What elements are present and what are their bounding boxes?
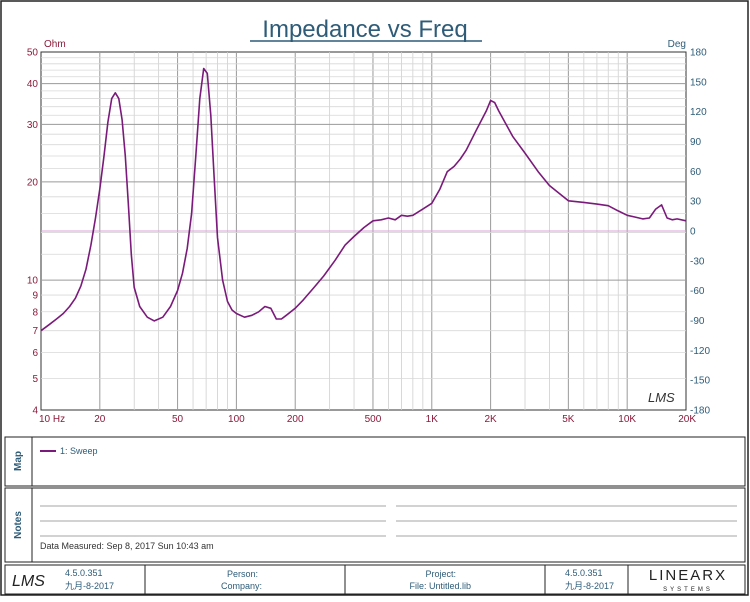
x-tick-label: 200: [287, 414, 304, 425]
footer-date-left: 九月-8-2017: [65, 581, 114, 591]
y-tick-label: 50: [27, 48, 39, 59]
y2-tick-label: 90: [690, 137, 702, 148]
map-label: Map: [13, 451, 24, 471]
y2-tick-label: 120: [690, 107, 707, 118]
right-axis-unit: Deg: [668, 39, 686, 50]
y2-tick-label: -120: [690, 346, 710, 357]
y-tick-label: 5: [32, 374, 38, 385]
x-tick-label: 20: [94, 414, 106, 425]
x-tick-label: 100: [228, 414, 245, 425]
data-measured: Data Measured: Sep 8, 2017 Sun 10:43 am: [40, 541, 214, 551]
y2-tick-label: 60: [690, 167, 702, 178]
y2-tick-label: -90: [690, 316, 705, 327]
left-axis-unit: Ohm: [44, 39, 66, 50]
footer-company-label: Company:: [221, 581, 262, 591]
y-tick-label: 10: [27, 276, 39, 287]
x-tick-label: 2K: [484, 414, 497, 425]
y-tick-label: 20: [27, 177, 39, 188]
footer-bar: [4, 564, 746, 595]
series-group: [40, 67, 687, 332]
y2-tick-label: -150: [690, 376, 710, 387]
map-panel: [4, 436, 746, 487]
y2-tick-label: -180: [690, 406, 710, 417]
series-line-0: [40, 67, 687, 332]
x-tick-label: 10K: [618, 414, 636, 425]
tick-labels: 10 Hz 20 50 100 200 500 1K 2K 5K 10K 20K4567891020…: [27, 48, 711, 426]
footer-version-right: 4.5.0.351: [565, 568, 603, 578]
footer-person-label: Person:: [227, 569, 258, 579]
x-tick-label: 1K: [426, 414, 439, 425]
footer-project-label: Project:: [425, 569, 456, 579]
note-lines[interactable]: [40, 505, 737, 537]
notes-label: Notes: [13, 511, 24, 539]
linearx-logo: LINEARX: [649, 567, 727, 584]
y2-tick-label: 150: [690, 77, 707, 88]
x-tick-label: 500: [365, 414, 382, 425]
y2-tick-label: -60: [690, 286, 705, 297]
y-tick-label: 4: [32, 406, 38, 417]
y-tick-label: 40: [27, 79, 39, 90]
y-tick-label: 8: [32, 307, 38, 318]
chart-title: Impedance vs Freq: [262, 16, 467, 43]
x-tick-label: 5K: [562, 414, 575, 425]
y-tick-label: 30: [27, 120, 39, 131]
footer-date-right: 九月-8-2017: [565, 581, 614, 591]
footer-file-label: File: Untitled.lib: [409, 581, 471, 591]
y2-tick-label: 0: [690, 227, 696, 238]
lms-logo: LMS: [12, 573, 45, 590]
y2-tick-label: 180: [690, 48, 707, 59]
footer-version-left: 4.5.0.351: [65, 568, 103, 578]
linearx-subtitle: SYSTEMS: [663, 587, 713, 593]
y-tick-label: 9: [32, 291, 38, 302]
x-tick-label: 20K: [678, 414, 696, 425]
x-tick-label: 50: [172, 414, 184, 425]
y2-tick-label: 30: [690, 197, 702, 208]
notes-panel: [4, 487, 746, 563]
x-tick-label: 10 Hz: [39, 414, 65, 425]
y2-tick-label: -30: [690, 256, 705, 267]
legend-entry[interactable]: 1: Sweep: [60, 446, 98, 456]
y-tick-label: 6: [32, 348, 38, 359]
lms-watermark: LMS: [648, 390, 675, 405]
y-tick-label: 7: [32, 326, 38, 337]
